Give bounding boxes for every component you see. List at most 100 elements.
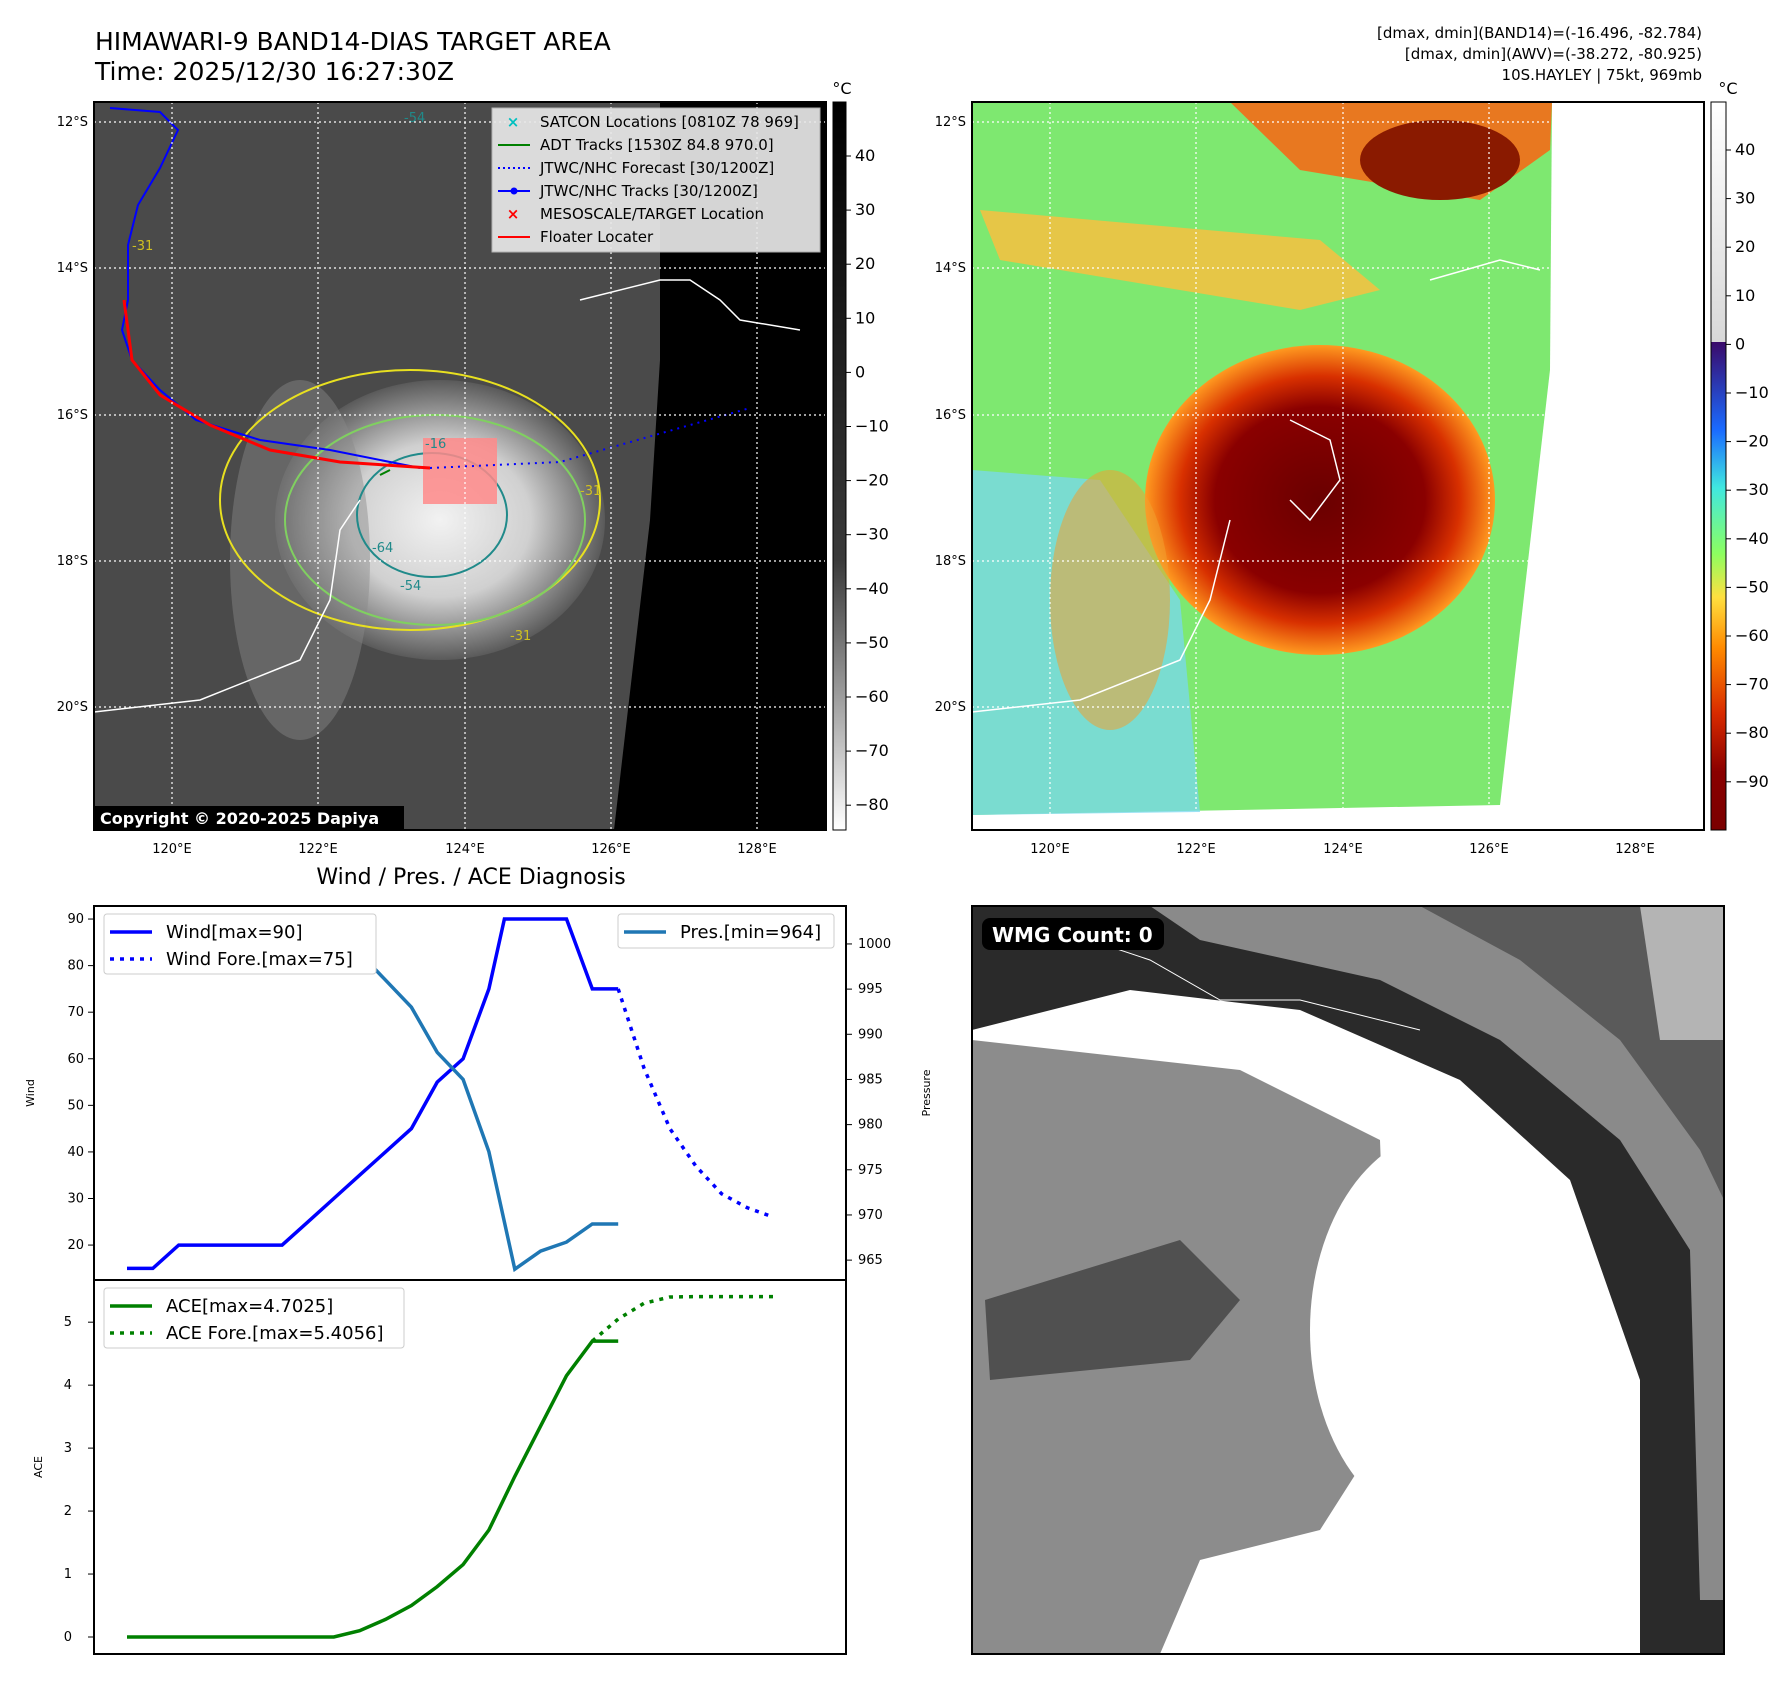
- ir-lat-label: 12°S: [57, 115, 88, 130]
- color-colorbar: °C 40 30 20 10 0 −10 −20 −30 −40 −50 −60 −70 −80 −90: [1710, 79, 1769, 831]
- ir-lon-label: 122°E: [298, 842, 338, 857]
- ace-ytick-label: 3: [64, 1441, 72, 1456]
- ace-legend-label: ACE[max=4.7025]: [166, 1296, 333, 1317]
- ir-legend-label: MESOSCALE/TARGET Location: [540, 205, 764, 223]
- colorbar-tick-label: −40: [1735, 529, 1769, 548]
- series-windline: [127, 917, 619, 1271]
- colorbar-tick-label: 30: [855, 200, 875, 219]
- colorbar-tick-label: 10: [1735, 286, 1755, 305]
- color-colorbar-scale: [1710, 101, 1727, 831]
- wmg-gray-band: [1150, 906, 1724, 1600]
- series-wind-fore-line: [616, 988, 774, 1219]
- contour-label: -54: [404, 111, 425, 126]
- colorbar-tick-label: −90: [1735, 772, 1769, 791]
- wind-ytick-label: 90: [67, 912, 84, 927]
- ace-plot-frame: [93, 1279, 847, 1655]
- colorbar-tick-label: −70: [1735, 675, 1769, 694]
- color-lon-label: 120°E: [1030, 842, 1070, 857]
- wind-ytick-label: 40: [67, 1145, 84, 1160]
- ir-lon-label: 128°E: [737, 842, 777, 857]
- pressure-ytick-label: 965: [858, 1253, 883, 1268]
- color-lon-label: 124°E: [1323, 842, 1363, 857]
- ace-ytick-label: 2: [64, 1504, 72, 1519]
- color-gridlines: [972, 102, 1704, 830]
- color-map-panel: 12°S 14°S 16°S 18°S 20°S 120°E 122°E 124°E 126°E…: [935, 101, 1705, 857]
- wind-pressure-chart: Wind Pressure 20 30 40 50 60 70 80 90 965 970 975 9…: [24, 905, 933, 1281]
- colorbar-tick-label: 20: [1735, 237, 1755, 256]
- wind-ytick-label: 80: [67, 959, 84, 974]
- wmg-count-text: WMG Count: 0: [992, 923, 1153, 947]
- color-lat-label: 14°S: [935, 261, 966, 276]
- colorbar-tick-label: −70: [855, 741, 889, 760]
- ir-lat-label: 18°S: [57, 554, 88, 569]
- pressure-ytick-label: 1000: [858, 937, 891, 952]
- ace-ytick-label: 5: [64, 1315, 72, 1330]
- ace-chart: ACE 0 1 2 3 4 5 ACE[max=4.7025] ACE Fore.[max=5…: [32, 1279, 847, 1655]
- color-lat-label: 12°S: [935, 115, 966, 130]
- ir-lon-label: 124°E: [445, 842, 485, 857]
- ace-ytick-label: 1: [64, 1567, 72, 1582]
- colorbar-tick-label: 10: [855, 308, 875, 327]
- wind-ytick-label: 70: [67, 1005, 84, 1020]
- ir-coastline-west: [94, 499, 361, 713]
- colorbar-tick-label: −50: [855, 633, 889, 652]
- info-awv: [dmax, dmin](AWV)=(-38.272, -80.925): [1405, 45, 1702, 63]
- ir-no-data-region: [614, 102, 826, 830]
- gray-colorbar-ticks: 40 30 20 10 0 −10 −20 −30 −40 −50 −60 −70 −80: [846, 146, 889, 814]
- wmg-dark-band: [1420, 906, 1724, 1200]
- pressure-ytick-label: 990: [858, 1027, 883, 1042]
- ir-lat-label: 20°S: [57, 700, 88, 715]
- ir-rainband: [230, 380, 370, 740]
- pressure-ytick-label: 970: [858, 1208, 883, 1223]
- pressure-legend-label: Pres.[min=964]: [680, 922, 821, 943]
- wind-legend-label: Wind Fore.[max=75]: [166, 949, 353, 970]
- jtwc-forecast-line: [429, 407, 751, 469]
- wind-legend-label: Wind[max=90]: [166, 922, 303, 943]
- ir-storm-cloud: [275, 380, 605, 660]
- color-lat-label: 16°S: [935, 408, 966, 423]
- colorbar-tick-label: 40: [1735, 140, 1755, 159]
- color-rainband: [1050, 470, 1170, 730]
- colorbar-tick-label: −60: [855, 687, 889, 706]
- colorbar-tick-label: 20: [855, 254, 875, 273]
- colorbar-tick-label: 0: [855, 362, 865, 381]
- wmg-black-band: [972, 906, 1724, 1654]
- ir-axis-ticks: 12°S 14°S 16°S 18°S 20°S 120°E 122°E 124°E 126°E…: [57, 115, 777, 857]
- contour-label: -31: [510, 629, 531, 644]
- color-coastline-north: [1429, 259, 1541, 281]
- legend-x-marker: ×: [507, 205, 520, 223]
- colorbar-tick-label: −80: [855, 795, 889, 814]
- wind-ytick-label: 20: [67, 1238, 84, 1253]
- wmg-count-box: [982, 918, 1164, 950]
- pressure-axis-label: Pressure: [920, 1069, 933, 1116]
- diagnosis-title: Wind / Pres. / ACE Diagnosis: [316, 865, 625, 890]
- mesoscale-target-box: [423, 438, 497, 504]
- ir-lon-label: 120°E: [152, 842, 192, 857]
- copyright-box: [94, 806, 404, 830]
- pressure-ytick-label: 975: [858, 1163, 883, 1178]
- colorbar-tick-label: −50: [1735, 577, 1769, 596]
- ir-map-frame: [93, 101, 827, 831]
- contour-label: -31: [132, 239, 153, 254]
- figure-title: HIMAWARI-9 BAND14-DIAS TARGET AREA: [95, 27, 611, 56]
- contour-label: -31: [580, 484, 601, 499]
- colorbar-tick-label: −30: [855, 525, 889, 544]
- color-lat-label: 20°S: [935, 700, 966, 715]
- wind-axis-label: Wind: [24, 1079, 37, 1107]
- contour-label: -16: [425, 437, 446, 452]
- colorbar-tick-label: −20: [855, 471, 889, 490]
- gray-colorbar-scale: [832, 101, 847, 831]
- colorbar-tick-label: 40: [855, 146, 875, 165]
- wmg-light-patch: [1640, 906, 1724, 1040]
- ir-legend-box: [491, 107, 821, 253]
- color-upper-cold-top: [1360, 120, 1520, 200]
- color-coastline-storm: [1289, 419, 1341, 522]
- gray-colorbar-unit: °C: [832, 79, 851, 98]
- wmg-eye-region: [1310, 1130, 1590, 1530]
- colorbar-tick-label: 0: [1735, 334, 1745, 353]
- color-map-frame: [971, 101, 1705, 831]
- ir-legend-label: ADT Tracks [1530Z 84.8 970.0]: [540, 136, 774, 154]
- wind-ytick-label: 60: [67, 1052, 84, 1067]
- wind-legend-box: [103, 913, 377, 975]
- colorbar-tick-label: −10: [1735, 383, 1769, 402]
